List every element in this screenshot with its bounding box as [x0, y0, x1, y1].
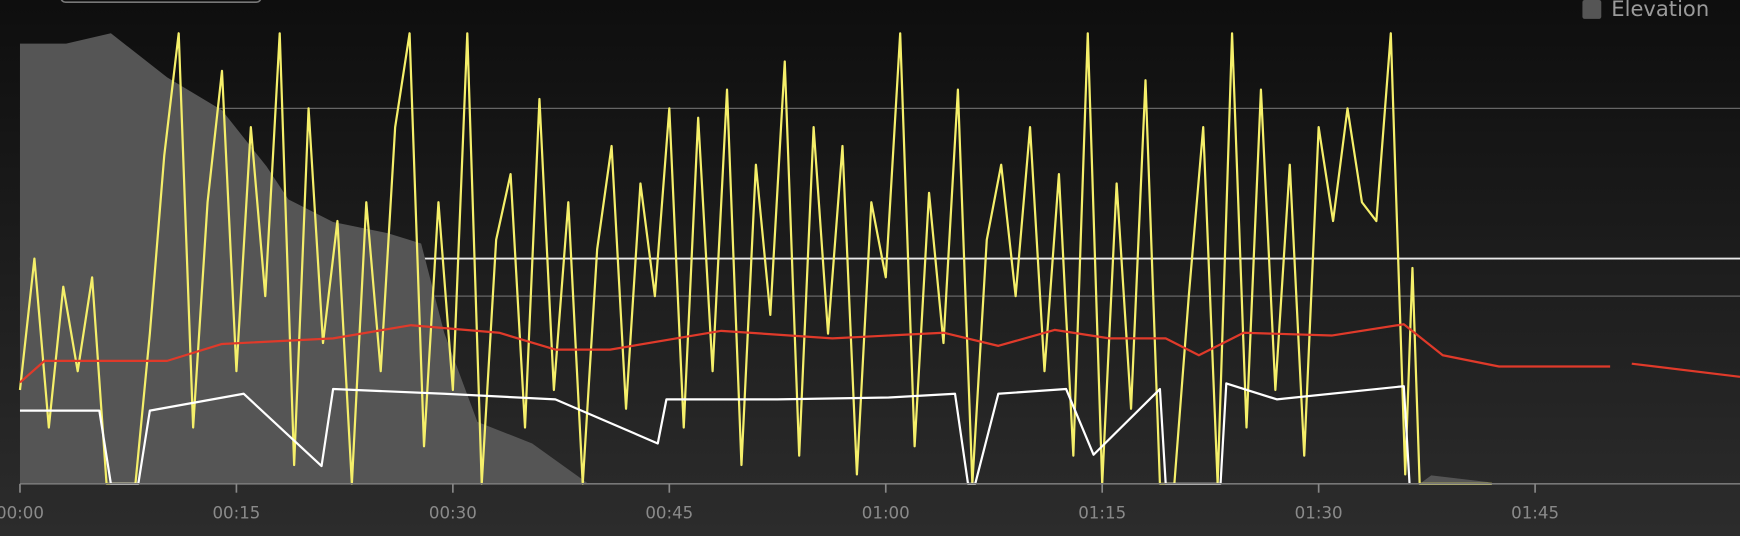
control-box[interactable]: [60, 0, 262, 4]
x-tick-label: 01:45: [1511, 503, 1559, 522]
legend-label: Elevation: [1611, 0, 1709, 21]
series-line: [18, 32, 1492, 485]
x-tick-label: 00:15: [212, 503, 260, 522]
series-line: [19, 323, 1611, 384]
legend-swatch: [1582, 0, 1602, 19]
x-tick-label: 00:45: [645, 503, 693, 522]
elevation-area: [19, 33, 1494, 484]
x-tick-label: 00:00: [0, 503, 44, 522]
x-tick-label: 00:30: [429, 503, 477, 522]
x-tick-label: 01:15: [1078, 503, 1126, 522]
series-line: [1631, 362, 1740, 378]
plot-area: 020040000:0000:1500:3000:4501:0001:1501:…: [0, 32, 1740, 522]
x-tick-label: 01:30: [1295, 503, 1343, 522]
x-tick-label: 01:00: [862, 503, 910, 522]
